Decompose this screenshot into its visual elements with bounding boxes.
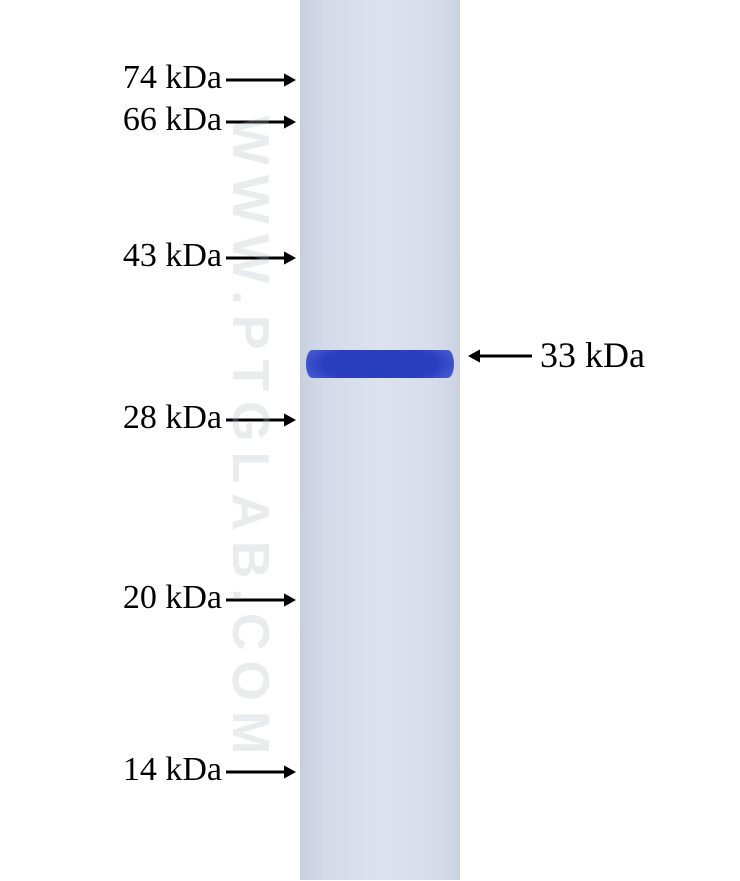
- ladder-label-3: 28 kDa: [123, 399, 222, 437]
- ladder-arrow-1: [214, 110, 308, 134]
- gel-lane: [300, 0, 460, 880]
- ladder-arrow-4: [214, 588, 308, 612]
- watermark-text: WWW.PTGLAB.COM: [220, 116, 280, 764]
- ladder-label-1: 66 kDa: [123, 101, 222, 139]
- ladder-arrow-3: [214, 408, 308, 432]
- ladder-label-0: 74 kDa: [123, 59, 222, 97]
- sample-band-label: 33 kDa: [540, 334, 645, 376]
- ladder-label-5: 14 kDa: [123, 751, 222, 789]
- ladder-arrow-2: [214, 246, 308, 270]
- ladder-label-2: 43 kDa: [123, 237, 222, 275]
- protein-band: [306, 350, 454, 378]
- ladder-label-4: 20 kDa: [123, 579, 222, 617]
- ladder-arrow-0: [214, 68, 308, 92]
- sample-band-arrow: [456, 344, 544, 368]
- ladder-arrow-5: [214, 760, 308, 784]
